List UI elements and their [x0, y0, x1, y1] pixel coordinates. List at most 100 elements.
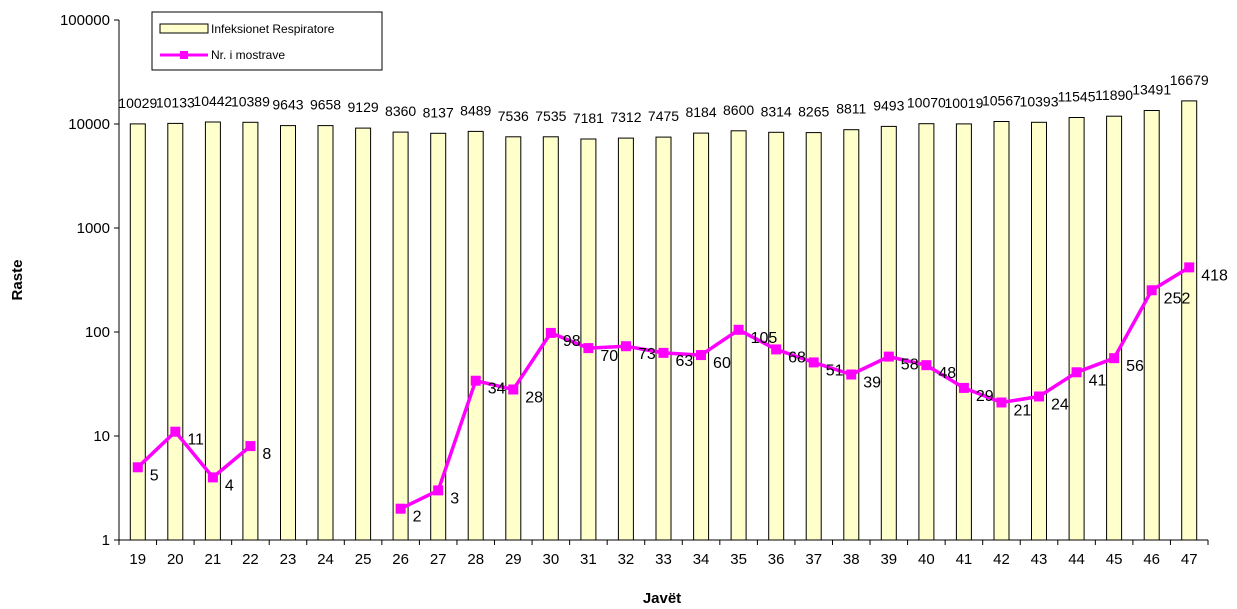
x-tick-label: 44 — [1068, 551, 1085, 568]
bar — [1181, 100, 1198, 541]
legend-box — [151, 11, 383, 71]
line-point — [883, 351, 894, 362]
line-point — [170, 426, 181, 437]
series-line — [136, 429, 252, 480]
line-point — [1109, 353, 1120, 364]
bar-data-label: 9129 — [348, 99, 379, 115]
x-tick-label: 19 — [129, 551, 146, 568]
x-tick-label: 43 — [1031, 551, 1048, 568]
y-tick-label: 1000 — [77, 220, 110, 237]
bar — [280, 125, 296, 541]
bar-data-label: 7535 — [535, 108, 566, 124]
x-tick-label: 45 — [1106, 551, 1123, 568]
x-tick-label: 46 — [1143, 551, 1160, 568]
line-data-label: 68 — [788, 349, 806, 366]
x-tick-label: 25 — [355, 551, 372, 568]
bar — [1106, 115, 1123, 541]
bar-data-label: 8184 — [685, 104, 716, 120]
bar — [655, 136, 672, 541]
x-tick-label: 35 — [730, 551, 747, 568]
y-tick-label: 10 — [93, 428, 110, 445]
line-point — [583, 343, 594, 354]
line-point — [1184, 262, 1195, 273]
line-data-label: 63 — [676, 353, 694, 370]
bar — [505, 136, 522, 541]
line-point — [395, 503, 406, 514]
x-tick-label: 22 — [242, 551, 259, 568]
legend-line-marker — [180, 51, 188, 59]
x-tick-label: 38 — [843, 551, 860, 568]
x-tick-label: 30 — [543, 551, 560, 568]
bars-layer — [129, 100, 1198, 541]
series-line — [399, 265, 1191, 511]
x-tick-label: 27 — [430, 551, 447, 568]
bar-data-label: 8489 — [460, 102, 491, 118]
line-point — [733, 324, 744, 335]
x-tick-label: 32 — [618, 551, 635, 568]
y-tick-label: 10000 — [68, 116, 110, 133]
bar — [880, 125, 897, 541]
line-data-label: 2 — [413, 509, 422, 526]
line-point — [433, 485, 444, 496]
line-point — [1034, 391, 1045, 402]
bar-data-label: 10442 — [193, 93, 232, 109]
line-data-label: 51 — [826, 362, 844, 379]
bar — [392, 131, 409, 541]
bar-data-label: 8811 — [836, 101, 866, 117]
line-data-label: 41 — [1089, 372, 1107, 389]
x-tick-label: 40 — [918, 551, 935, 568]
bar — [918, 123, 935, 541]
y-tick-label: 1 — [102, 532, 110, 549]
bar-data-label: 10029 — [118, 95, 157, 111]
line-data-label: 252 — [1164, 290, 1191, 307]
line-data-label: 70 — [600, 348, 618, 365]
line-data-label: 4 — [225, 477, 234, 494]
line-data-label: 5 — [150, 467, 159, 484]
line-point — [1071, 367, 1082, 378]
x-tick-label: 41 — [956, 551, 973, 568]
x-tick-label: 31 — [580, 551, 597, 568]
y-tick-label: 100 — [85, 324, 110, 341]
bar — [580, 138, 597, 541]
bar-data-label: 10389 — [231, 93, 270, 109]
legend-line-label: Nr. i mostrave — [211, 48, 285, 62]
line-data-label: 21 — [1013, 402, 1031, 419]
bar-data-label: 8265 — [798, 104, 829, 120]
line-point — [771, 344, 782, 355]
bar-data-label: 7312 — [610, 109, 641, 125]
x-tick-label: 36 — [768, 551, 785, 568]
line-data-label: 11 — [187, 432, 204, 449]
bar-data-label: 10070 — [907, 95, 946, 111]
line-layer — [132, 262, 1195, 514]
bar-data-label: 16679 — [1170, 72, 1209, 88]
bar — [242, 121, 259, 541]
bar-data-label: 7181 — [573, 110, 604, 126]
x-tick-label: 29 — [505, 551, 522, 568]
bar — [129, 123, 146, 541]
bar-data-label: 9643 — [272, 97, 303, 113]
line-data-label: 56 — [1126, 358, 1144, 375]
x-tick-label: 26 — [392, 551, 409, 568]
x-tick-label: 37 — [805, 551, 822, 568]
line-data-label: 73 — [638, 346, 656, 363]
bar — [993, 121, 1010, 541]
bar-data-label: 7536 — [498, 108, 529, 124]
bar — [805, 132, 822, 541]
bar-data-label: 8137 — [423, 104, 454, 120]
bar-data-label: 10019 — [944, 95, 983, 111]
line-point — [132, 462, 143, 473]
bar-data-label: 11890 — [1095, 87, 1133, 103]
bar-data-label: 8600 — [723, 102, 754, 118]
x-tick-label: 21 — [205, 551, 222, 568]
bar — [1031, 121, 1047, 541]
line-data-label: 3 — [450, 490, 459, 507]
y-tick-label: 100000 — [60, 12, 110, 29]
bar-data-label: 13491 — [1132, 81, 1171, 97]
line-point — [808, 357, 819, 368]
x-tick-label: 28 — [467, 551, 484, 568]
line-data-label: 105 — [751, 330, 778, 347]
bar-data-label: 11545 — [1058, 89, 1096, 105]
